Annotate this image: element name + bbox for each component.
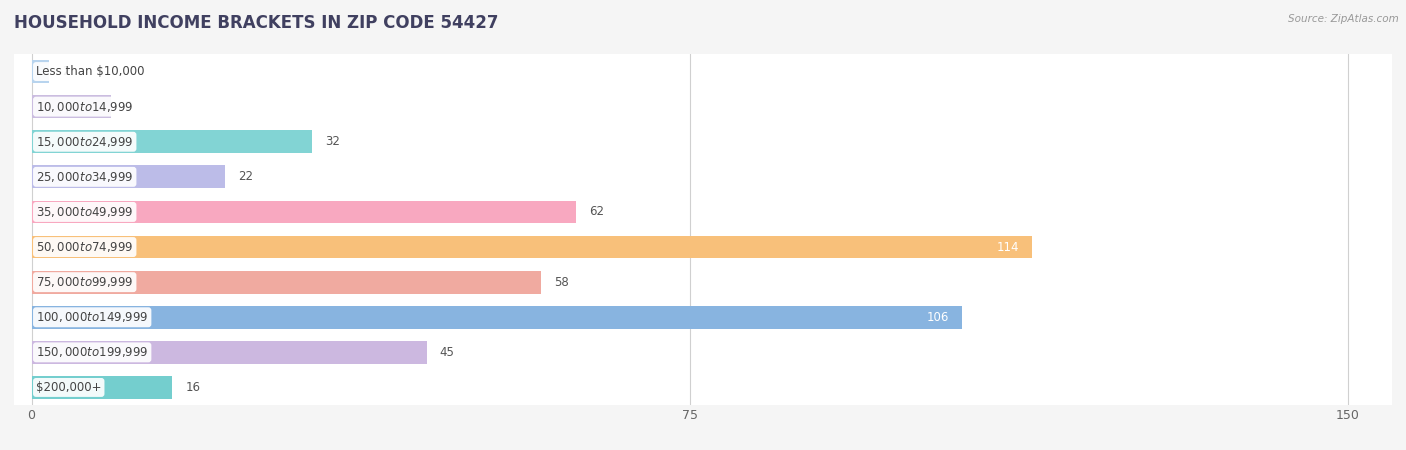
Text: 106: 106	[927, 311, 949, 324]
Text: 114: 114	[997, 241, 1019, 253]
Bar	[31, 95, 111, 118]
Bar	[31, 376, 172, 399]
Bar	[14, 54, 1392, 89]
Text: $100,000 to $149,999: $100,000 to $149,999	[37, 310, 149, 324]
Text: 58: 58	[554, 276, 568, 288]
Text: $25,000 to $34,999: $25,000 to $34,999	[37, 170, 134, 184]
Bar	[31, 271, 541, 293]
Text: 9: 9	[124, 100, 131, 113]
Bar	[31, 60, 49, 83]
Text: $50,000 to $74,999: $50,000 to $74,999	[37, 240, 134, 254]
Text: Less than $10,000: Less than $10,000	[37, 65, 145, 78]
Bar	[14, 300, 1392, 335]
Text: 16: 16	[186, 381, 200, 394]
Text: 45: 45	[440, 346, 454, 359]
Text: 32: 32	[326, 135, 340, 148]
Bar	[14, 370, 1392, 405]
Text: $15,000 to $24,999: $15,000 to $24,999	[37, 135, 134, 149]
Text: 2: 2	[62, 65, 70, 78]
Bar	[14, 89, 1392, 124]
Text: $35,000 to $49,999: $35,000 to $49,999	[37, 205, 134, 219]
Bar	[14, 159, 1392, 194]
Text: HOUSEHOLD INCOME BRACKETS IN ZIP CODE 54427: HOUSEHOLD INCOME BRACKETS IN ZIP CODE 54…	[14, 14, 499, 32]
Text: $10,000 to $14,999: $10,000 to $14,999	[37, 99, 134, 114]
Bar	[14, 124, 1392, 159]
Bar	[31, 130, 312, 153]
Bar	[31, 201, 575, 223]
Text: 22: 22	[238, 171, 253, 183]
Text: Source: ZipAtlas.com: Source: ZipAtlas.com	[1288, 14, 1399, 23]
Text: $75,000 to $99,999: $75,000 to $99,999	[37, 275, 134, 289]
Text: $150,000 to $199,999: $150,000 to $199,999	[37, 345, 149, 360]
Bar	[14, 194, 1392, 230]
Text: 62: 62	[589, 206, 605, 218]
Bar	[31, 306, 962, 328]
Bar	[31, 341, 426, 364]
Bar	[31, 236, 1032, 258]
Bar	[14, 265, 1392, 300]
Bar	[14, 230, 1392, 265]
Bar	[31, 166, 225, 188]
Bar	[14, 335, 1392, 370]
Text: $200,000+: $200,000+	[37, 381, 101, 394]
